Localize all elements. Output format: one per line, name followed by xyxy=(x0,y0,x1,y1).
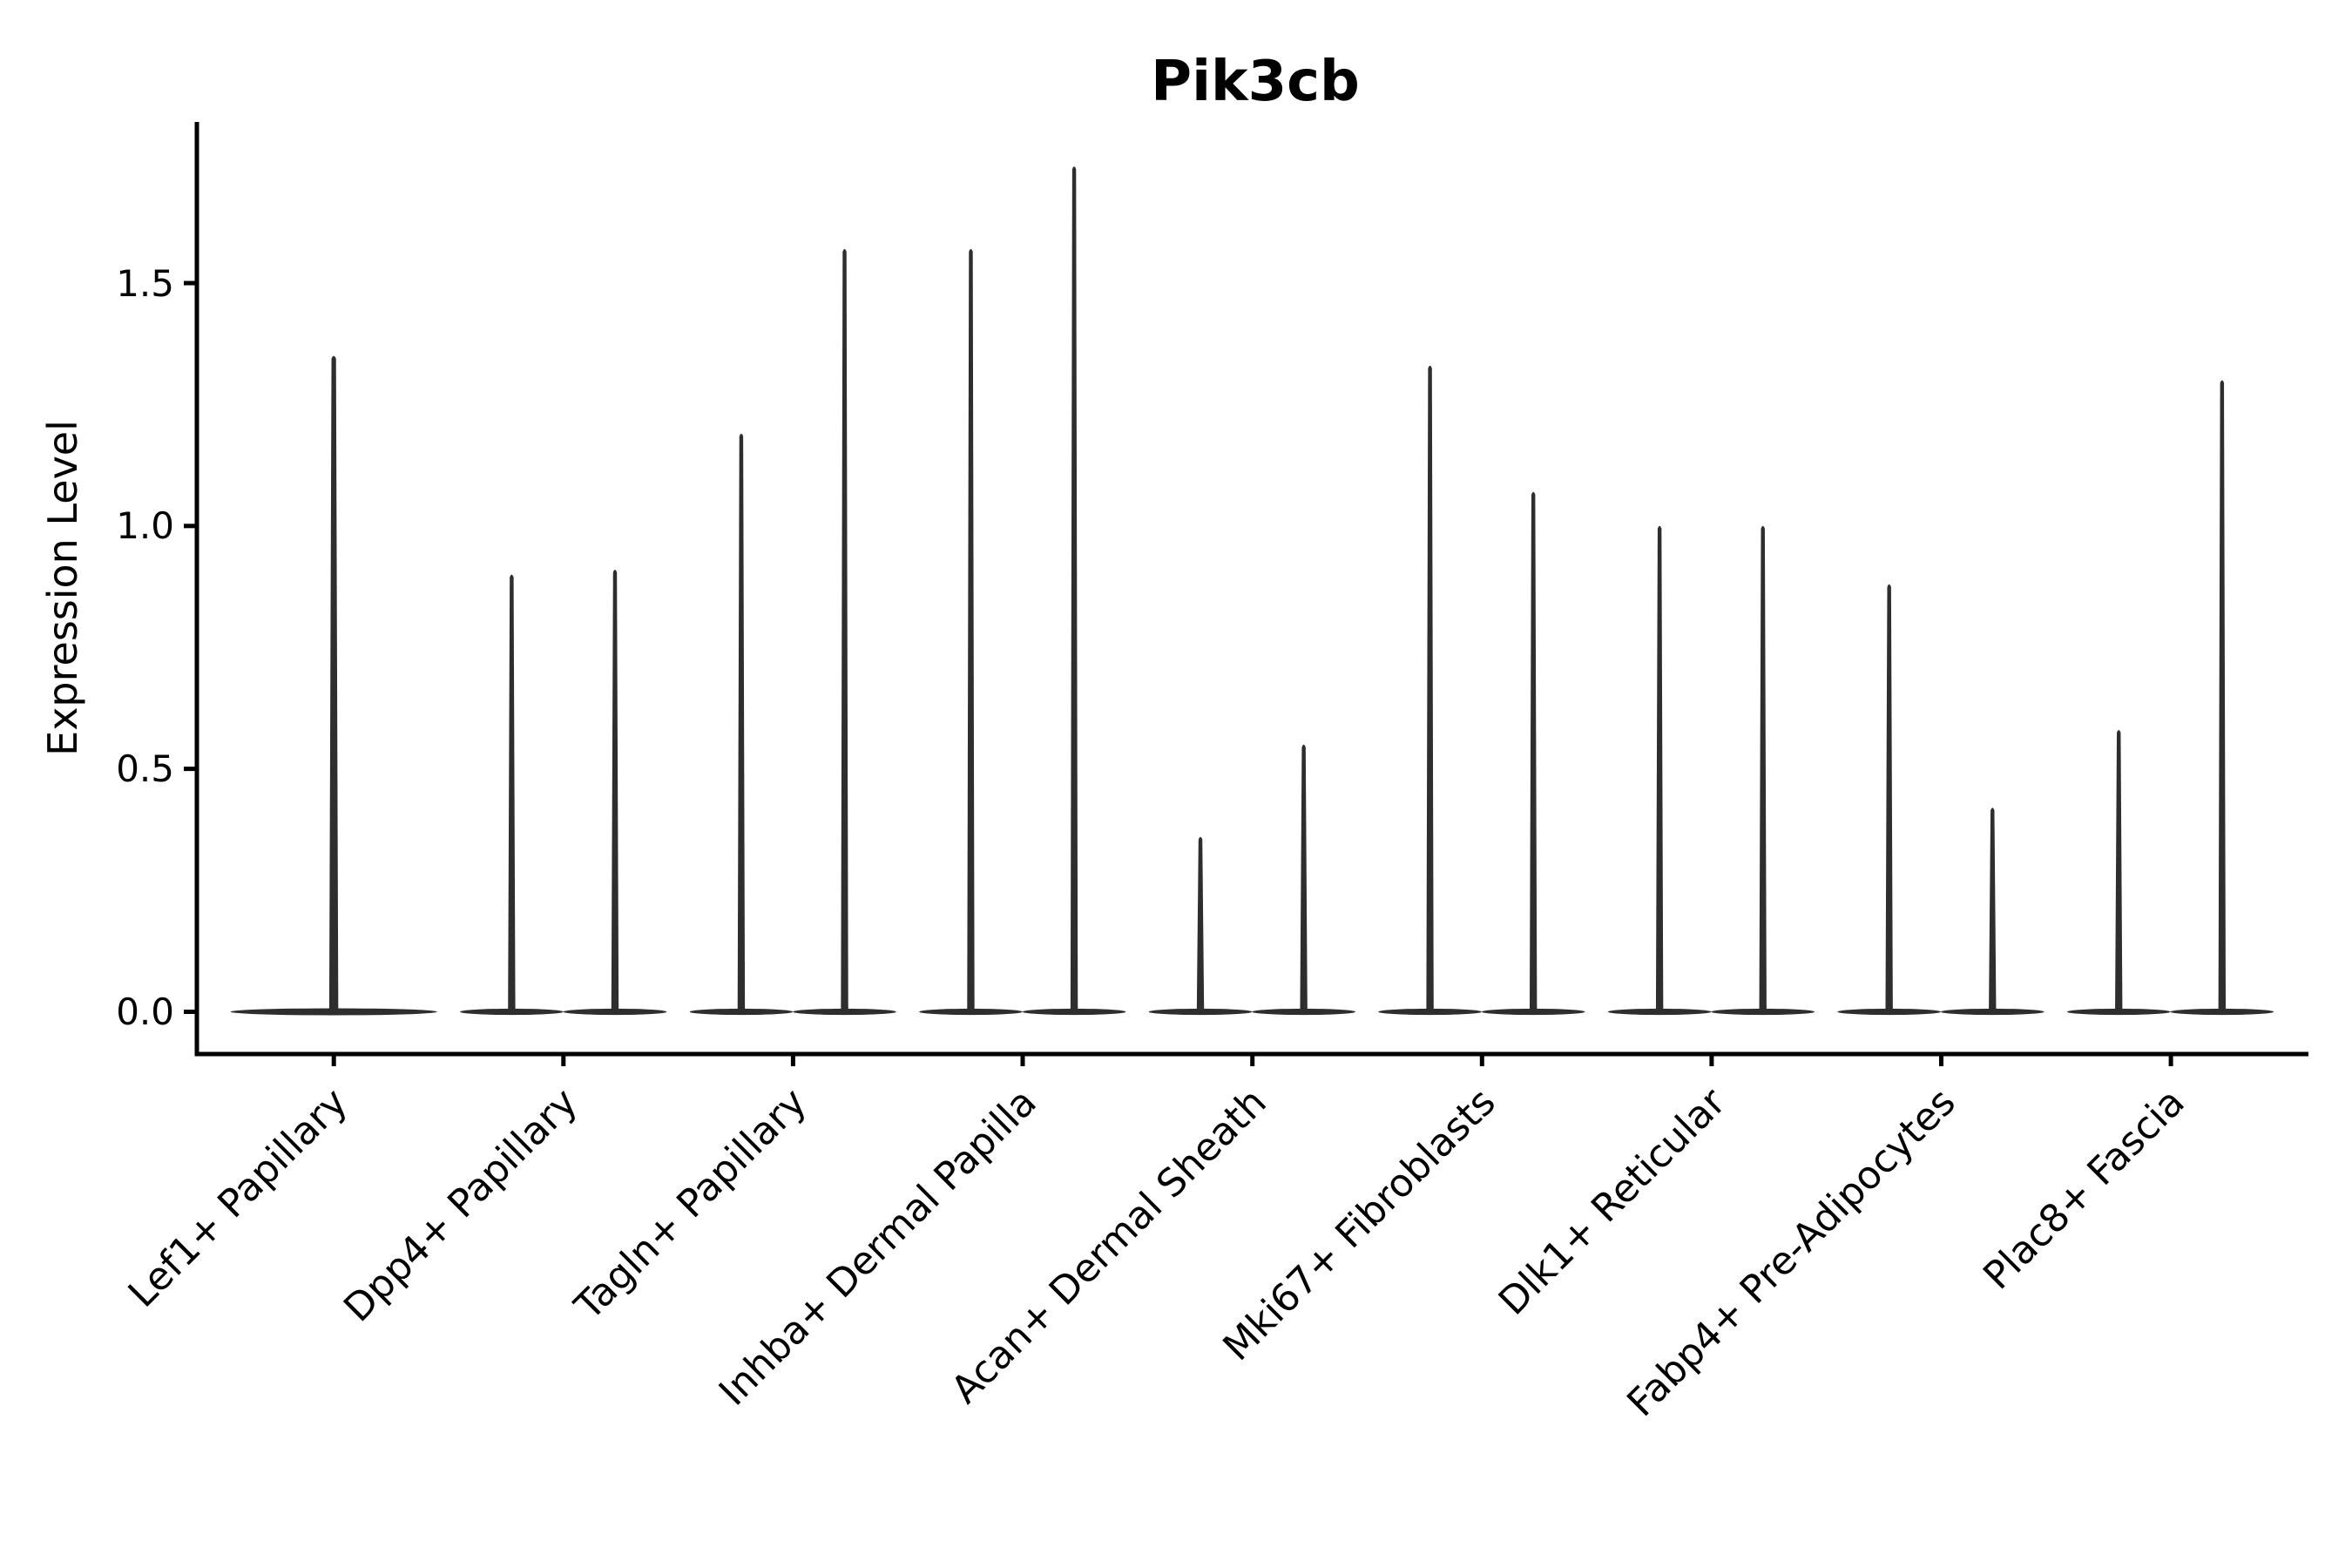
violin-series xyxy=(230,166,2274,1016)
y-axis-label: Expression Level xyxy=(39,420,86,756)
y-tick-label: 1.0 xyxy=(116,504,174,547)
x-tick-label: Plac8+ Fascia xyxy=(1975,1080,2193,1299)
violin-spike xyxy=(611,569,619,1012)
x-tick-label: Lef1+ Papillary xyxy=(120,1080,356,1316)
violin-spike xyxy=(1989,808,1997,1012)
x-tick-label: Dpp4+ Papillary xyxy=(335,1080,586,1331)
violin-spike xyxy=(841,248,848,1012)
y-tick-label: 0.5 xyxy=(116,747,174,790)
violin-spike xyxy=(737,433,746,1012)
violin-spike xyxy=(1070,166,1078,1012)
violin-spike xyxy=(508,574,516,1012)
violin-spike xyxy=(1529,491,1538,1012)
chart-title: Pik3cb xyxy=(1151,50,1360,114)
violin-spike xyxy=(2218,380,2227,1012)
y-tick-label: 1.5 xyxy=(116,262,174,305)
x-tick-marks xyxy=(331,1054,2173,1066)
violin-spike xyxy=(967,248,975,1012)
violin-spike xyxy=(1759,525,1767,1012)
violin-spike xyxy=(1426,365,1434,1012)
violin-spike xyxy=(1885,584,1893,1012)
violin-spike xyxy=(2115,730,2123,1012)
y-tick-label: 0.0 xyxy=(116,990,174,1033)
violin-spike xyxy=(328,355,339,1012)
y-tick-marks xyxy=(184,280,197,1014)
violin-spike xyxy=(1655,525,1664,1012)
x-tick-label: Dlk1+ Reticular xyxy=(1490,1079,1735,1324)
violin-spike xyxy=(1300,744,1308,1012)
y-tick-labels: 0.0 0.5 1.0 1.5 xyxy=(116,262,174,1033)
violin-spike xyxy=(1196,836,1205,1012)
x-tick-labels: Lef1+ Papillary Dpp4+ Papillary Tagln+ P… xyxy=(120,1079,2193,1425)
x-tick-label: Tagln+ Papillary xyxy=(566,1080,815,1329)
